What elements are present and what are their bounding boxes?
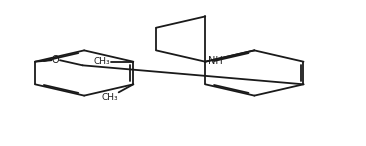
Text: CH₃: CH₃ [101, 93, 118, 102]
Text: CH₃: CH₃ [93, 57, 110, 66]
Text: NH: NH [208, 56, 223, 66]
Text: O: O [51, 55, 59, 65]
